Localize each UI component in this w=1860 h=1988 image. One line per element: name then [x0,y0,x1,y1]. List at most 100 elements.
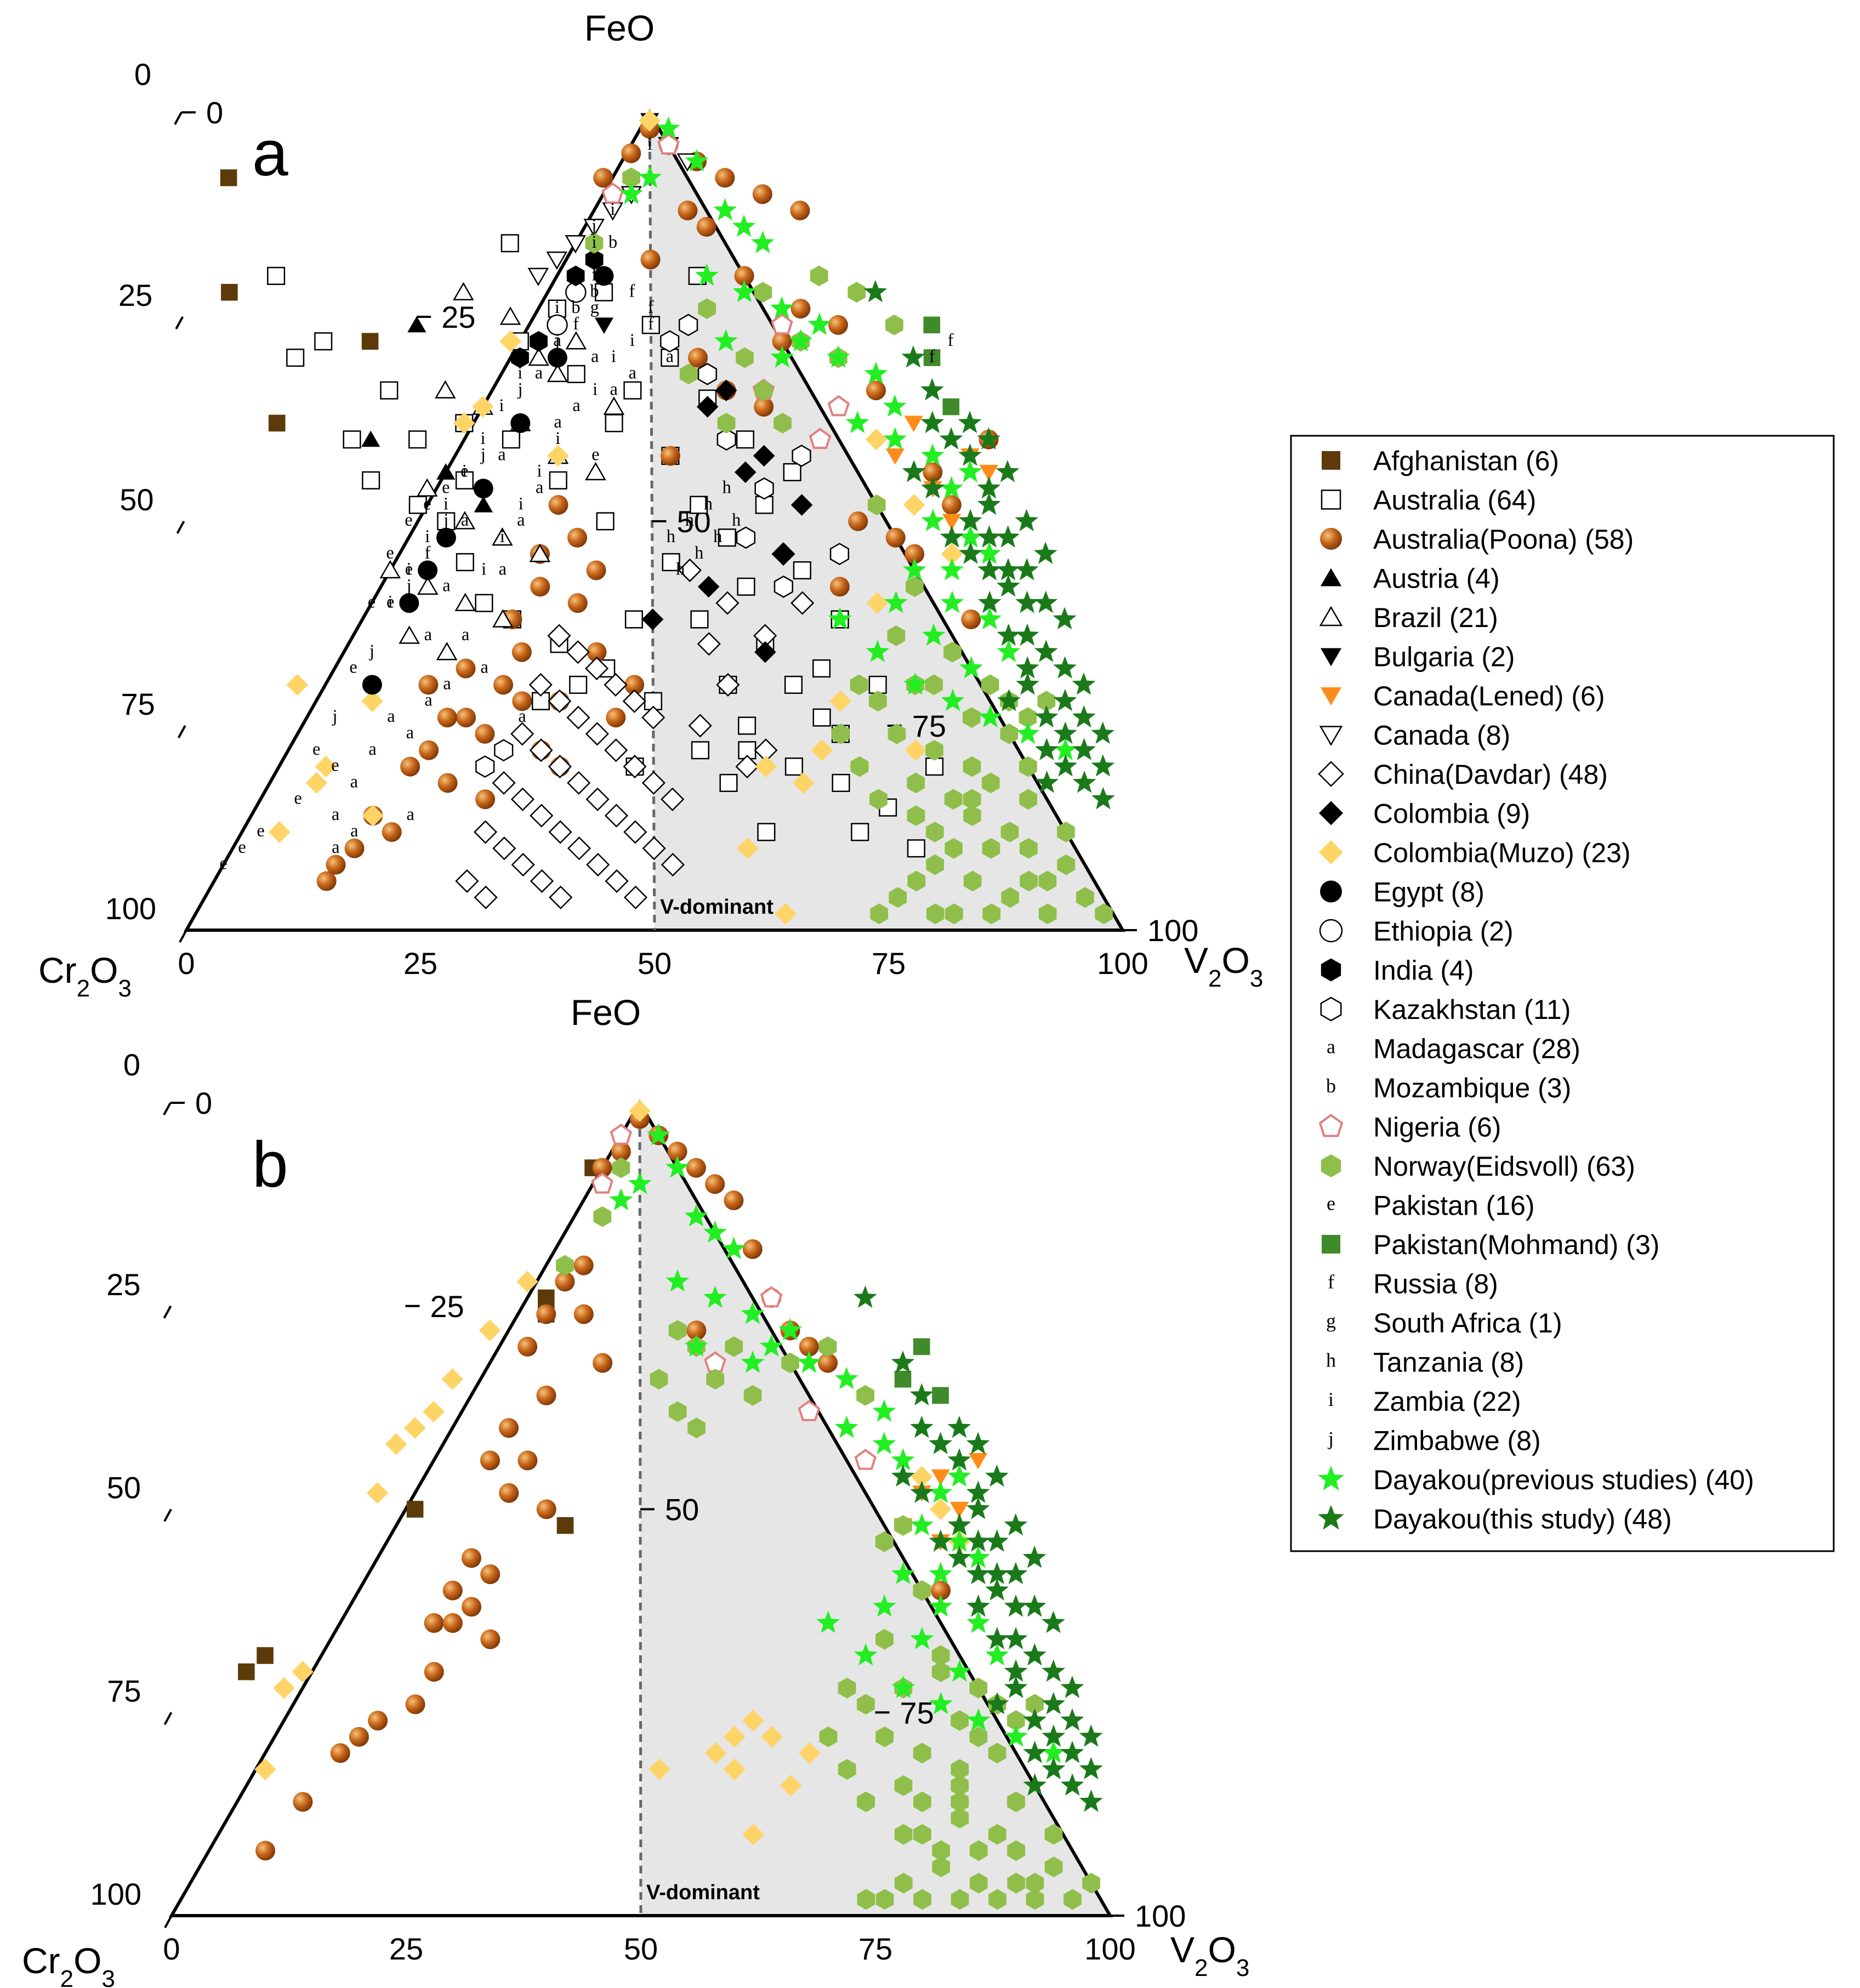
point-poona [456,708,476,728]
point-dyprev [902,558,926,580]
point-pakistan: e [312,739,320,759]
point-muzo [385,1433,407,1455]
point-aus [314,332,333,351]
point-brazil [436,642,458,660]
point-russia: f [929,347,935,367]
point-poona [418,675,439,695]
point-canlened [931,1469,950,1486]
legend-marker-brazil [1319,606,1343,626]
point-nigeria [798,1400,821,1421]
apex-label-cr2o3-b: Cr2O3 [22,1940,115,1988]
legend-label-egypt: Egypt (8) [1373,877,1484,908]
point-norway [1026,1694,1044,1715]
point-muzo [792,772,815,794]
point-dythis [920,411,945,434]
point-dyprev [684,1204,708,1227]
point-norway [887,625,906,646]
point-muzo [911,1466,933,1488]
point-davdar [642,836,666,861]
point-brazil [585,462,606,481]
point-zimbabwe: j [369,641,374,661]
point-poona [790,299,811,319]
point-nigeria [591,1172,614,1194]
point-zimbabwe: j [332,707,337,726]
point-poona [419,740,439,760]
left-tick-mark [163,1102,172,1115]
point-norway [1076,887,1094,908]
point-dyprev [920,443,945,466]
point-norway [913,1580,931,1601]
point-poona [742,1239,763,1259]
point-dythis [958,509,982,532]
point-poona [573,1304,594,1324]
point-dyprev [1004,1724,1028,1747]
point-norway [650,1369,668,1390]
point-poona [923,462,943,482]
left-tick-mark [179,930,187,943]
point-dyprev [619,181,644,204]
bottom-tick-label: 100 [1097,946,1148,981]
point-norway [1037,691,1056,712]
point-zambia: i [630,331,635,350]
point-norway [951,1889,969,1910]
point-zambia: i [536,331,541,350]
point-dythis [1015,623,1039,646]
point-dythis [985,1578,1009,1600]
point-dythis [985,1562,1009,1585]
point-muzo [315,755,337,778]
point-dythis [1053,607,1077,630]
point-aus [267,266,286,285]
legend-marker-poona [1320,528,1342,550]
point-dyprev [638,165,662,188]
point-poona [536,1385,556,1405]
point-davdar [697,632,721,656]
point-dyprev [741,1302,765,1324]
point-muzo [724,1758,746,1780]
point-dyprev [864,361,888,384]
point-egypt [510,413,531,433]
point-norway [926,854,944,875]
point-nigeria [771,313,793,335]
point-norway [1044,1856,1063,1877]
point-poona [316,871,337,891]
point-norway [951,1808,969,1828]
point-zambia: i [425,527,430,546]
point-russia: f [948,331,954,350]
point-russia: f [573,314,579,334]
point-dyprev [921,509,945,532]
point-dyprev [903,672,927,695]
point-norway [869,789,888,810]
right-tick-label: 50 [665,1493,699,1527]
point-davdar [548,820,572,844]
point-dyprev [979,705,1002,728]
point-davdar [604,738,628,762]
legend-label-southafrica: South Africa (1) [1373,1308,1562,1338]
point-norway [981,674,999,696]
point-madagascar: a [350,772,358,792]
point-dythis [1034,705,1059,728]
point-dyprev [807,312,832,335]
point-norway [932,1856,951,1877]
point-dyprev [816,1610,840,1633]
point-egypt [594,266,614,286]
point-norway [982,903,1001,925]
point-madagascar: a [518,707,526,726]
point-muzo [775,903,797,925]
point-kaz [494,739,514,762]
point-norway [687,1417,706,1439]
point-dyprev [732,214,756,237]
point-muzo [499,331,522,352]
point-davdar [661,853,685,877]
legend-marker-muzo [1319,840,1343,864]
point-poona [517,1336,538,1357]
point-norway [754,380,773,401]
point-dythis [1091,721,1115,744]
bottom-tick-label: 25 [389,1932,423,1966]
panel-label-b: b [252,1129,288,1201]
point-davdar [586,853,610,877]
point-afg [268,414,286,432]
point-egypt [473,479,493,499]
point-norway [1001,887,1019,908]
point-norway [622,167,640,189]
